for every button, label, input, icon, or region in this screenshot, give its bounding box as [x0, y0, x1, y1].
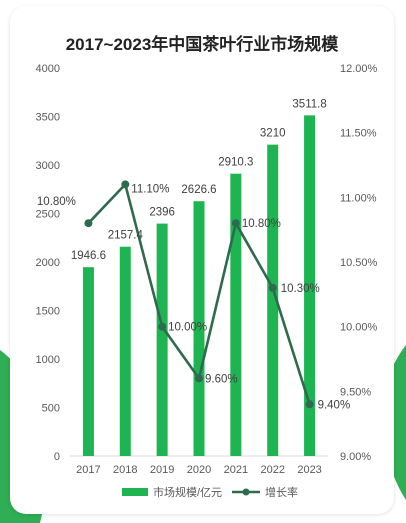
y-left-tick-label: 2500 — [36, 209, 60, 221]
y-left-tick-label: 2000 — [36, 257, 60, 269]
y-right-tick-label: 11.00% — [340, 192, 377, 204]
line-point — [231, 219, 240, 228]
y-left-tick-label: 3000 — [36, 160, 60, 172]
x-tick-label: 2023 — [297, 464, 321, 476]
x-tick-label: 2019 — [150, 464, 174, 476]
bar — [82, 267, 94, 456]
legend-bar-label: 市场规模/亿元 — [153, 485, 222, 499]
bar — [304, 115, 316, 456]
x-tick-label: 2020 — [187, 464, 211, 476]
line-point — [121, 180, 130, 189]
bar-data-label: 3210 — [260, 128, 286, 140]
chart-card: 2017~2023年中国茶叶行业市场规模 0 500 1000 1500 2000 250… — [10, 6, 394, 514]
y-left-tick-label: 4000 — [36, 63, 60, 75]
bar — [119, 246, 131, 456]
y-right-tick-label: 10.50% — [340, 257, 378, 269]
line-data-label: 10.80% — [242, 218, 281, 230]
y-right-tick-label: 11.50% — [340, 128, 377, 140]
legend-line-marker — [242, 488, 250, 496]
bar-data-label: 2626.6 — [181, 184, 216, 196]
y-right-tick-label: 12.00% — [340, 63, 378, 75]
x-tick-label: 2017 — [76, 464, 100, 476]
line-point — [158, 322, 167, 331]
legend-bar-swatch — [122, 488, 148, 496]
line-data-label: 9.60% — [205, 373, 238, 385]
bar-data-label: 2910.3 — [218, 157, 253, 169]
bar-data-label: 2396 — [149, 207, 175, 219]
line-data-label: 10.30% — [281, 283, 320, 295]
y-left-tick-label: 1000 — [36, 354, 60, 366]
line-data-label: 9.40% — [318, 399, 351, 411]
legend-line-label: 增长率 — [265, 485, 298, 499]
bar-data-label: 3511.8 — [292, 98, 326, 110]
line-point — [268, 283, 277, 292]
y-right-tick-label: 9.50% — [340, 386, 371, 398]
x-tick-label: 2018 — [113, 464, 137, 476]
y-left-tick-label: 500 — [42, 403, 60, 415]
line-point — [84, 219, 93, 228]
y-right-tick-label: 10.00% — [340, 322, 378, 334]
bar — [230, 173, 242, 456]
y-left-tick-label: 3500 — [36, 112, 60, 124]
line-data-label: 10.80% — [37, 196, 76, 208]
x-tick-label: 2021 — [224, 464, 248, 476]
y-right-tick-label: 9.00% — [340, 451, 371, 463]
line-data-label: 11.10% — [131, 183, 169, 195]
line-point — [305, 400, 314, 409]
y-left-tick-label: 1500 — [36, 306, 60, 318]
bar — [267, 144, 279, 456]
line-point — [195, 374, 203, 383]
combo-chart: 0 500 1000 1500 2000 2500 3000 3500 4000 9.00% 9.5… — [36, 63, 378, 499]
y-left-tick-label: 0 — [54, 451, 60, 463]
bar-data-label: 1946.6 — [71, 250, 106, 262]
x-tick-label: 2022 — [260, 464, 284, 476]
bar — [193, 201, 205, 456]
bar — [156, 223, 168, 456]
chart-title: 2017~2023年中国茶叶行业市场规模 — [65, 35, 339, 54]
line-data-label: 10.00% — [168, 322, 207, 334]
bar-data-label: 2157.4 — [108, 230, 144, 242]
